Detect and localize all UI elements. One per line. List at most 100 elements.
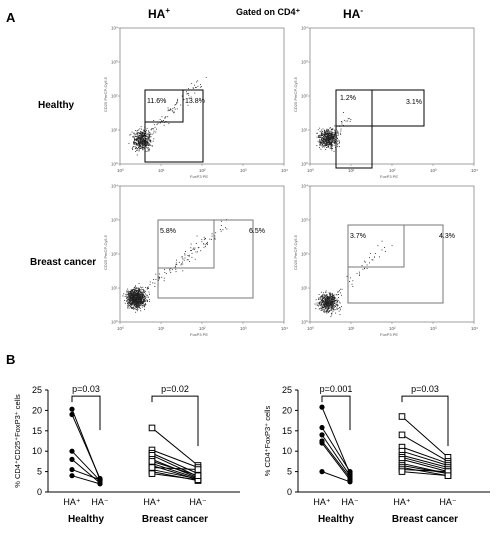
y-axis-label: CD25 PerCP-Cy5.5 [293,234,298,270]
pair-line [321,471,351,483]
y-tick-label: 10¹ [111,128,118,133]
y-tick-label: 25 [32,385,42,395]
data-point [148,424,156,432]
data-point [444,472,452,479]
pair-line [71,414,101,479]
data-point [319,404,325,410]
pair-line [401,446,449,464]
y-tick-label: 10³ [111,60,118,65]
gate-inner-pct: 1.2% [340,95,356,102]
x-tick-label: 10³ [430,326,437,331]
y-tick-label: 10¹ [301,286,308,291]
pair-line [71,475,101,485]
gate-outer [144,89,204,163]
x-tick-label: HA⁺ [393,497,411,507]
x-tick-label: 10⁰ [307,326,314,331]
x-tick-label: 10¹ [158,326,165,331]
p-value-label: p=0.03 [411,384,439,394]
pair-line [151,452,199,475]
y-tick-label: 10³ [301,60,308,65]
data-point [319,432,325,438]
y-axis-label: % CD4⁺FoxP3⁺ cells [263,406,272,477]
y-axis-label: % CD4⁺CD25⁺FoxP3⁺ cells [13,394,22,488]
y-tick-label: 0 [37,487,42,497]
y-tick-label: 10⁰ [301,320,308,325]
chart-cd25-foxp3: 0 5 10 15 20 25 % CD4⁺CD25⁺FoxP3⁺ cells p=0.03 H… [0,360,250,543]
x-tick-label: 10⁰ [117,168,124,173]
y-tick-label: 10⁴ [301,26,308,31]
x-tick-label: 10² [199,326,206,331]
event-dots [128,76,207,156]
x-tick-label: 10⁰ [307,168,314,173]
group-label: Healthy [318,514,355,525]
y-tick-label: 20 [282,405,292,415]
pair-line [151,467,199,471]
y-tick-label: 10² [301,94,308,99]
y-tick-label: 10 [282,446,292,456]
x-tick-label: 10¹ [348,168,355,173]
plot-frame [309,185,475,323]
pair-line [401,450,449,466]
flow-plot-healthy-ha-plus: 10⁰ 10⁰ 10¹ 10¹ 10² 10² 10³ 10³ 10⁴ 10⁴ FoxP3 PE CD… [98,22,288,180]
data-point [69,406,75,412]
y-tick-label: 10⁴ [111,26,118,31]
pair-line [151,469,199,480]
y-tick-label: 0 [287,487,292,497]
row-label-breast-cancer: Breast cancer [30,257,97,268]
column-header-ha-minus: HA- [343,6,364,21]
y-tick-label: 5 [37,467,42,477]
data-point [69,473,75,479]
pair-line [71,469,101,481]
data-point [194,466,202,473]
x-tick-label: HA⁻ [189,497,207,507]
group-label: Breast cancer [392,514,458,525]
x-tick-label: 10² [389,326,396,331]
pair-line [71,458,101,484]
data-point [319,469,325,475]
x-tick-label: HA⁺ [143,497,161,507]
x-tick-label: 10⁴ [471,326,478,331]
y-tick-label: 10³ [301,218,308,223]
pair-line [321,440,351,479]
data-point [97,481,103,487]
flow-plot-healthy-ha-minus: 10⁰ 10⁰ 10¹ 10¹ 10² 10² 10³ 10³ 10⁴ 10⁴ FoxP3 PE CD… [288,22,478,180]
data-point [69,466,75,473]
pair-line [321,442,351,481]
data-point [69,448,75,454]
event-dots [316,112,352,152]
event-dots [314,240,393,318]
data-point [97,477,103,483]
y-tick-label: 10² [111,94,118,99]
data-point [347,469,353,475]
gate-inner-pct: 3.7% [350,233,366,240]
y-axis-label: CD25 PerCP-Cy5.5 [293,76,298,112]
chart-foxp3: 0 5 10 15 20 25 % CD4⁺FoxP3⁺ cells p=0.001 HA⁺ HA… [250,360,500,543]
y-tick-label: 10¹ [111,286,118,291]
pair-line [151,449,199,468]
significance-bracket [71,395,101,431]
significance-bracket [151,395,199,447]
y-tick-label: 10⁰ [111,162,118,167]
x-axis-label: FoxP3 PE [380,332,398,337]
gate-outer-pct: 6.5% [249,228,265,235]
gate-outer-pct: 13.8% [185,98,205,105]
gated-label: Gated on CD4⁺ [236,7,301,17]
x-tick-label: HA⁻ [91,497,109,507]
x-tick-label: HA⁺ [313,497,331,507]
x-tick-label: 10⁴ [281,326,288,331]
y-tick-label: 15 [32,426,42,436]
gate-outer-pct: 3.1% [406,99,422,106]
data-point [398,468,406,475]
y-tick-label: 5 [287,467,292,477]
y-tick-label: 10⁴ [111,184,118,189]
p-value-label: p=0.001 [320,384,353,394]
pair-line [401,416,449,458]
x-axis-label: FoxP3 PE [190,332,208,337]
pair-line [401,467,449,477]
y-tick-label: 10 [32,446,42,456]
column-header-ha-plus: HA+ [148,6,171,21]
y-tick-label: 15 [282,426,292,436]
y-axis-label: CD25 PerCP-Cy5.5 [103,234,108,270]
y-tick-label: 10² [111,252,118,257]
x-tick-label: 10³ [240,326,247,331]
